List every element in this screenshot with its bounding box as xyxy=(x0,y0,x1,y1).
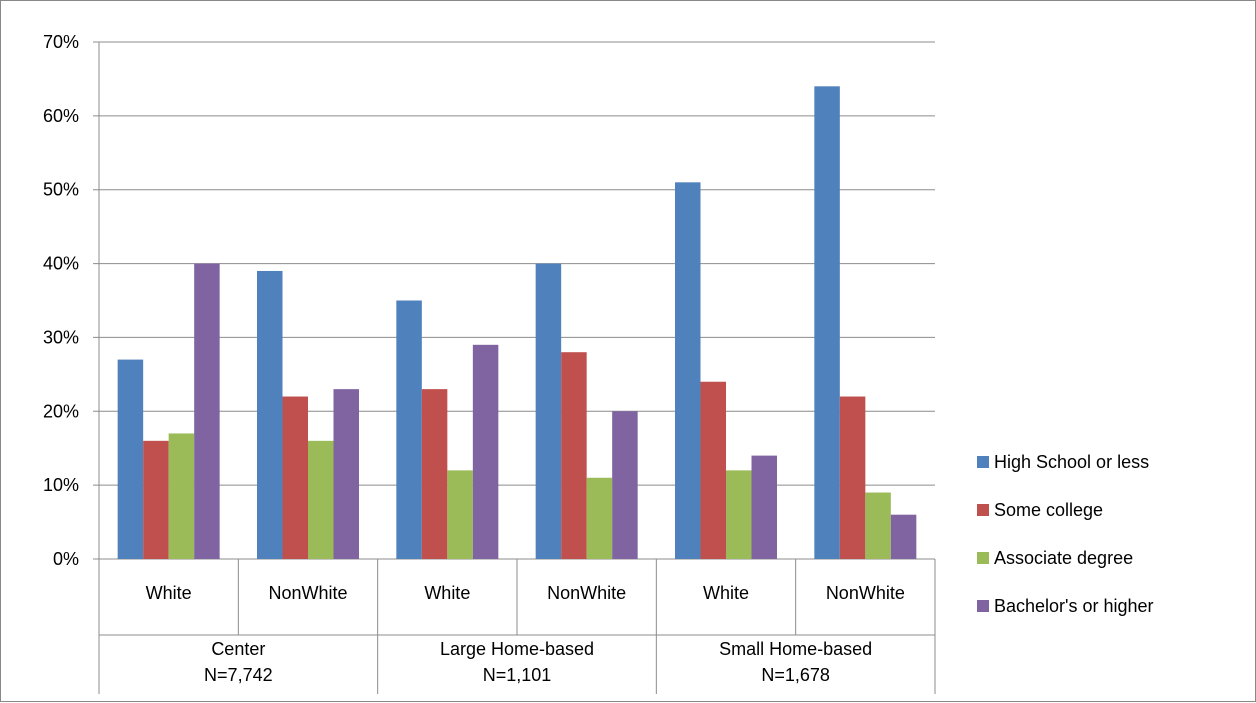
bar xyxy=(257,270,283,559)
axes xyxy=(98,42,936,694)
legend-label: Some college xyxy=(994,500,1103,520)
category-label: NonWhite xyxy=(547,583,626,603)
y-tick-label: 40% xyxy=(43,254,79,274)
bar xyxy=(333,389,359,559)
bar xyxy=(865,492,891,559)
bar xyxy=(396,300,422,559)
bar xyxy=(194,263,220,559)
bar xyxy=(561,352,587,559)
y-tick-label: 70% xyxy=(43,32,79,52)
bars xyxy=(117,86,917,560)
bar xyxy=(168,433,195,559)
bar xyxy=(675,182,701,560)
legend-item: Associate degree xyxy=(977,548,1133,568)
bar xyxy=(535,263,562,559)
group-label: Center xyxy=(211,639,265,659)
legend-swatch xyxy=(977,552,989,564)
y-tick-label: 50% xyxy=(43,180,79,200)
legend-label: High School or less xyxy=(994,452,1149,472)
bar xyxy=(472,344,499,559)
y-tick-label: 10% xyxy=(43,475,79,495)
y-tick-label: 0% xyxy=(53,549,79,569)
legend-item: Some college xyxy=(977,500,1103,520)
legend-item: High School or less xyxy=(977,452,1149,472)
bar xyxy=(282,396,308,559)
bar xyxy=(839,396,866,559)
y-tick-label: 60% xyxy=(43,106,79,126)
y-tick-label: 20% xyxy=(43,401,79,421)
group-count-label: N=1,678 xyxy=(761,665,830,685)
legend-swatch xyxy=(977,504,989,516)
group-count-label: N=1,101 xyxy=(483,665,552,685)
category-label: White xyxy=(424,583,470,603)
group-label: Small Home-based xyxy=(719,639,872,659)
axis-labels: 0% 10% 20% 30% 40% 50% 60% 70% White NonWhite Whit… xyxy=(43,32,905,685)
gridlines xyxy=(93,41,935,560)
bar xyxy=(586,477,613,559)
bar xyxy=(890,514,917,559)
legend-swatch xyxy=(977,600,989,612)
category-label: White xyxy=(703,583,749,603)
bar xyxy=(751,455,777,559)
legend-label: Bachelor's or higher xyxy=(994,596,1154,616)
bar xyxy=(726,470,752,559)
legend-swatch xyxy=(977,456,989,468)
bar xyxy=(447,470,473,559)
bar xyxy=(700,381,726,559)
y-tick-label: 30% xyxy=(43,327,79,347)
group-count-label: N=7,742 xyxy=(204,665,273,685)
legend: High School or less Some college Associate… xyxy=(977,452,1154,616)
category-label: White xyxy=(146,583,192,603)
legend-item: Bachelor's or higher xyxy=(977,596,1154,616)
group-label: Large Home-based xyxy=(440,639,594,659)
bar xyxy=(143,440,169,559)
category-label: NonWhite xyxy=(826,583,905,603)
bar xyxy=(308,440,334,559)
legend-label: Associate degree xyxy=(994,548,1133,568)
category-label: NonWhite xyxy=(268,583,347,603)
bar xyxy=(421,389,448,559)
bar xyxy=(117,359,144,559)
bar xyxy=(612,411,638,559)
bar xyxy=(814,86,840,560)
